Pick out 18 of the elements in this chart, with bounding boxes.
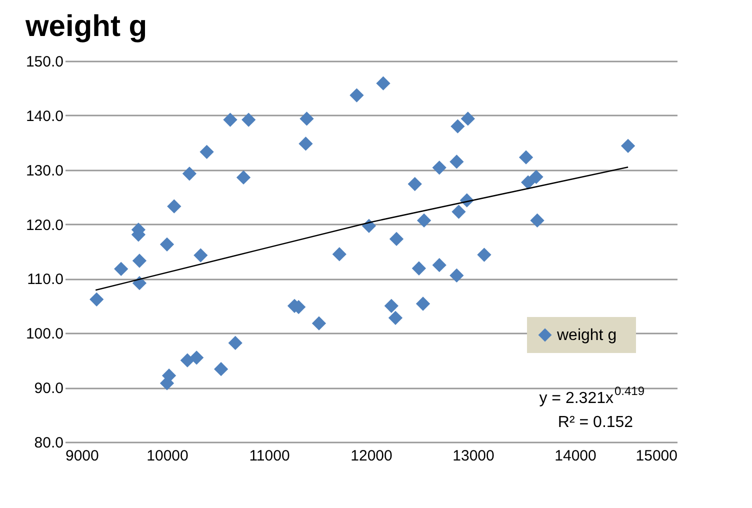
legend-label: weight g [556, 327, 617, 344]
chart-title: weight g [24, 10, 148, 43]
y-tick-label: 90.0 [34, 380, 64, 398]
annotation: R² = 0.152 [558, 414, 634, 431]
x-tick-label: 14000 [554, 448, 596, 464]
y-tick-label: 100.0 [26, 326, 64, 343]
x-tick-label: 12000 [350, 448, 392, 464]
y-tick-label: 140.0 [26, 108, 64, 125]
x-tick-label: 15000 [636, 448, 678, 464]
x-tick-label: 10000 [146, 448, 188, 464]
x-tick-label: 13000 [452, 448, 494, 464]
y-tick-label: 110.0 [27, 271, 64, 288]
y-tick-label: 120.0 [26, 216, 64, 234]
x-tick-label: 9000 [66, 448, 99, 464]
x-tick-label: 11000 [249, 448, 290, 464]
y-tick-label: 130.0 [26, 162, 64, 180]
y-tick-label: 80.0 [34, 434, 64, 452]
y-tick-label: 150.0 [26, 54, 64, 70]
